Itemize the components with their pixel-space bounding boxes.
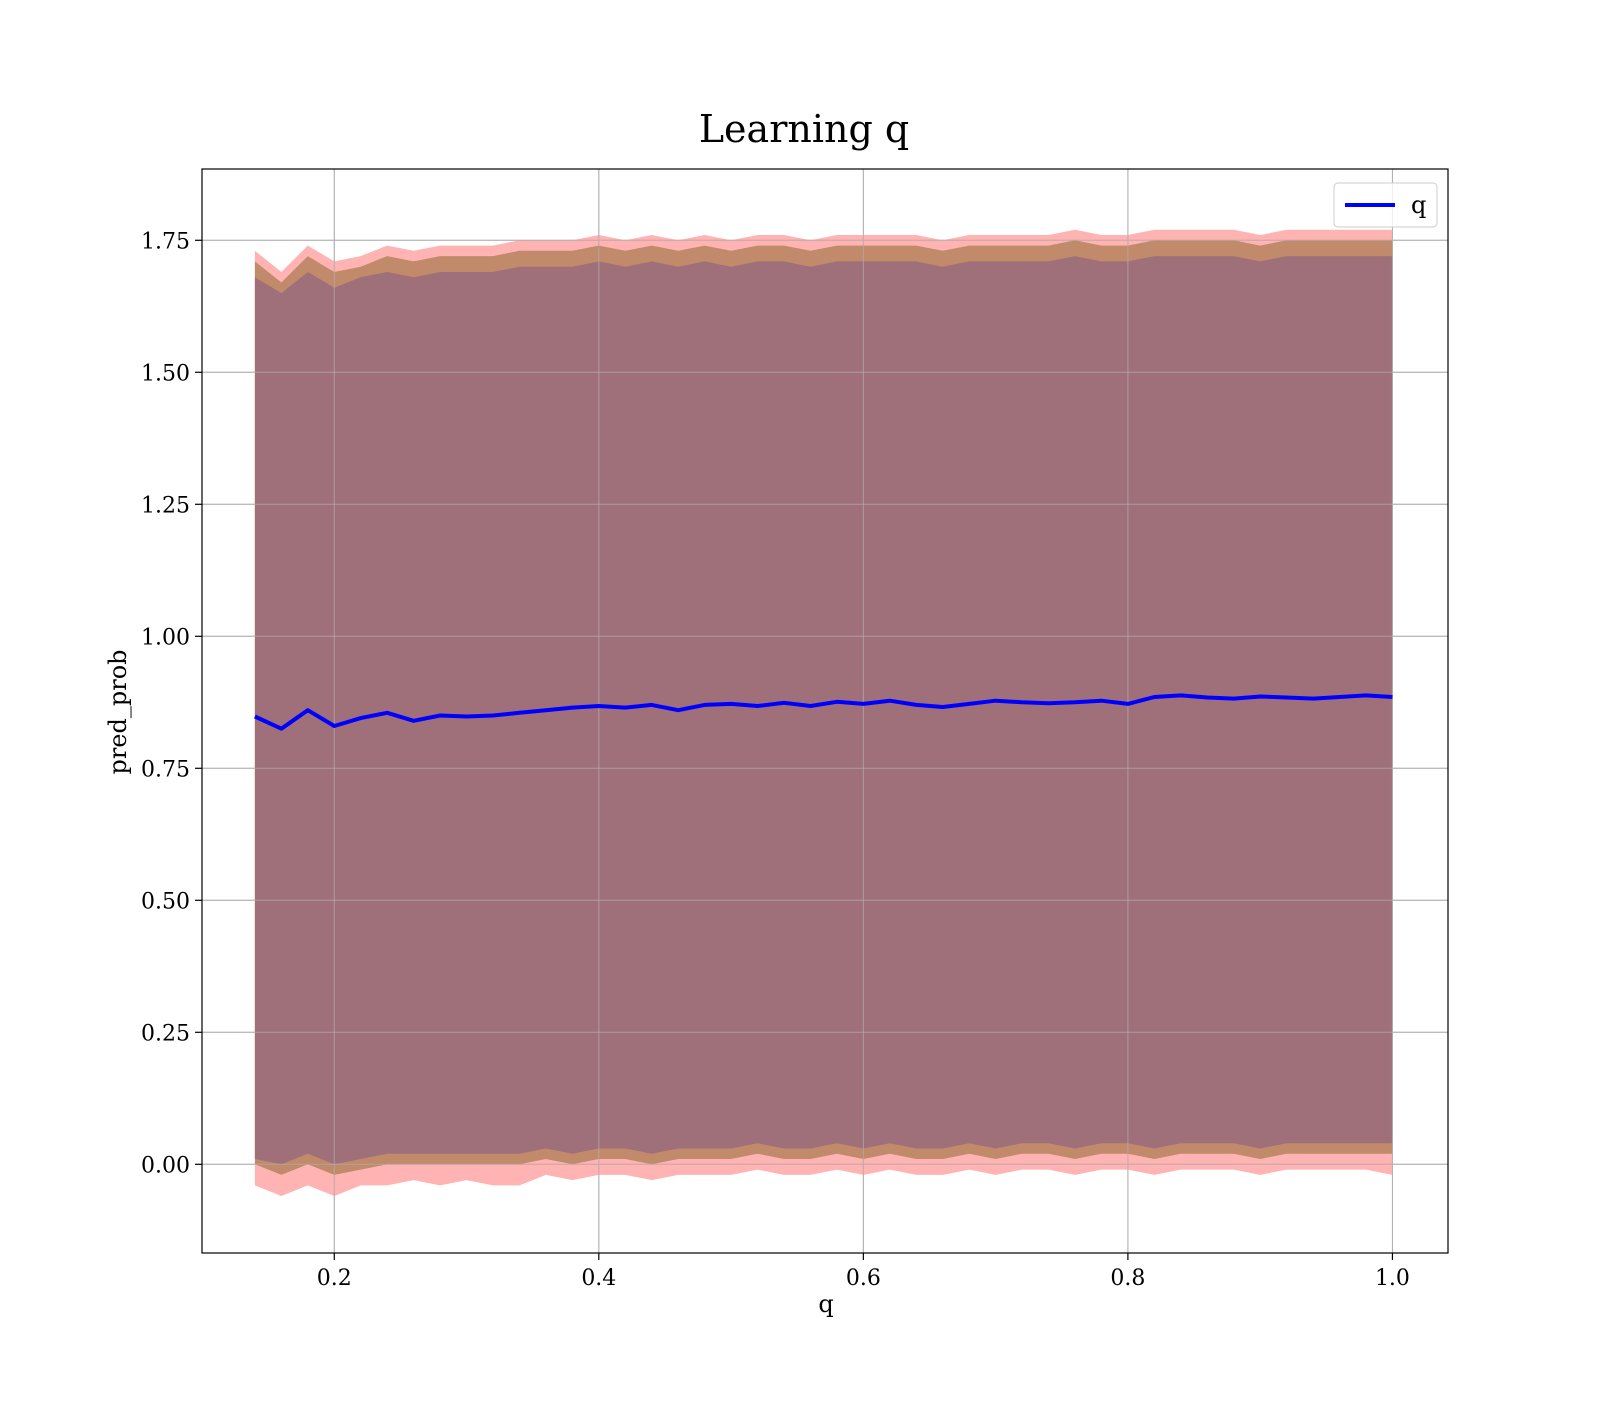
y-tick-label: 1.25 — [141, 493, 190, 518]
y-tick-label: 1.50 — [141, 361, 190, 386]
chart-title: Learning q — [699, 107, 909, 151]
x-tick-label: 0.4 — [581, 1266, 616, 1291]
x-tick-label: 1.0 — [1375, 1266, 1410, 1291]
series-line-q — [254, 693, 1393, 731]
band-inner — [254, 256, 1393, 1165]
y-tick-label: 0.50 — [141, 889, 190, 914]
y-tick-label: 0.00 — [141, 1153, 190, 1178]
x-tick-label: 0.6 — [846, 1266, 881, 1291]
y-tick-label: 0.75 — [141, 757, 190, 782]
legend-label: q — [1411, 191, 1426, 219]
y-tick-label: 1.00 — [141, 625, 190, 650]
y-axis-title: pred_prob — [104, 649, 132, 774]
y-tick-label: 0.25 — [141, 1021, 190, 1046]
plot-area: 0.2 0.4 0.6 0.8 1.0 0.00 0.25 0.50 0.75 1.00 1.25 1… — [141, 168, 1449, 1291]
axes-frame — [201, 168, 1449, 1254]
x-axis-title: q — [818, 1290, 833, 1318]
x-tick-label: 0.8 — [1110, 1266, 1145, 1291]
legend: q — [1333, 182, 1438, 228]
y-tick-label: 1.75 — [141, 229, 190, 254]
x-tick-label: 0.2 — [317, 1266, 352, 1291]
